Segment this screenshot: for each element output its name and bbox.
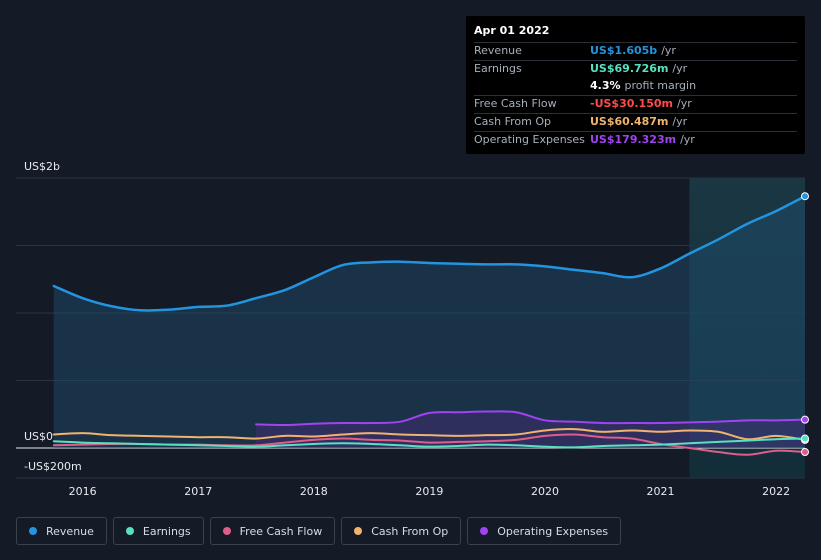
tooltip: Apr 01 2022 Revenue US$1.605b/yr Earnings U… <box>466 16 805 154</box>
legend-item-revenue[interactable]: Revenue <box>16 517 107 545</box>
x-tick-label: 2019 <box>415 485 443 498</box>
legend-item-earnings[interactable]: Earnings <box>112 517 204 545</box>
tooltip-row-value: -US$30.150m <box>590 97 673 110</box>
tooltip-row-value: US$179.323m <box>590 133 677 146</box>
tooltip-row-unit: /yr <box>672 62 688 75</box>
tooltip-row: 4.3% profit margin <box>474 78 797 95</box>
tooltip-row-label: Free Cash Flow <box>474 97 557 110</box>
tooltip-row-label: Revenue <box>474 44 522 57</box>
revenue-line <box>52 194 807 312</box>
legend-label: Revenue <box>46 524 94 538</box>
tooltip-row-label: Earnings <box>474 62 522 75</box>
operating-expenses-line <box>255 410 806 427</box>
legend-label: Earnings <box>142 524 191 538</box>
revenue-endpoint <box>801 192 809 201</box>
x-tick-label: 2022 <box>762 485 790 498</box>
tooltip-row-unit: /yr <box>676 97 692 110</box>
operating-expenses-area <box>256 411 806 448</box>
x-tick-label: 2020 <box>531 485 559 498</box>
forecast-highlight-band <box>689 178 805 478</box>
legend-dot-icon <box>354 527 363 535</box>
tooltip-row-unit: /yr <box>661 44 676 57</box>
tooltip-row-unit: profit margin <box>624 79 697 92</box>
tooltip-row-label <box>474 78 590 95</box>
legend-item-operating-expenses[interactable]: Operating Expenses <box>467 517 622 545</box>
legend-label: Free Cash Flow <box>239 524 323 538</box>
x-tick-label: 2018 <box>300 485 328 498</box>
tooltip-row: Earnings US$69.726m/yr <box>474 60 797 78</box>
x-tick-label: 2021 <box>647 485 675 498</box>
earnings-line <box>52 437 806 449</box>
revenue-area <box>53 196 805 448</box>
legend-label: Cash From Op <box>371 524 449 538</box>
tooltip-row: Revenue US$1.605b/yr <box>474 42 797 60</box>
legend-dot-icon <box>480 527 489 535</box>
tooltip-row: Cash From Op US$60.487m/yr <box>474 113 797 131</box>
legend: Revenue Earnings Free Cash Flow Cash From O… <box>16 517 622 545</box>
y-axis-label-bottom: -US$200m <box>24 460 82 473</box>
y-axis-label-top: US$2b <box>24 160 60 173</box>
tooltip-row-value: US$69.726m <box>590 62 669 75</box>
tooltip-row-unit: /yr <box>672 115 688 128</box>
operating-expenses-endpoint <box>801 415 809 424</box>
x-tick-label: 2017 <box>184 485 212 498</box>
tooltip-row-label: Operating Expenses <box>474 133 585 146</box>
free-cash-flow-endpoint <box>801 448 809 457</box>
tooltip-row-label: Cash From Op <box>474 115 552 128</box>
tooltip-row-value: 4.3% <box>590 79 621 92</box>
y-axis-label-zero: US$0 <box>24 430 53 443</box>
x-tick-label: 2016 <box>69 485 97 498</box>
tooltip-date: Apr 01 2022 <box>474 24 550 37</box>
earnings-endpoint <box>801 434 809 443</box>
tooltip-row: Free Cash Flow -US$30.150m/yr <box>474 95 797 113</box>
legend-dot-icon <box>222 527 231 535</box>
legend-dot-icon <box>125 527 134 535</box>
tooltip-row-value: US$60.487m <box>590 115 669 128</box>
tooltip-row-unit: /yr <box>680 133 695 146</box>
tooltip-row-value: US$1.605b <box>590 44 658 57</box>
legend-label: Operating Expenses <box>497 524 609 538</box>
legend-item-free-cash-flow[interactable]: Free Cash Flow <box>209 517 336 545</box>
legend-item-cash-from-op[interactable]: Cash From Op <box>341 517 462 545</box>
tooltip-row: Operating Expenses US$179.323m/yr <box>474 131 797 149</box>
legend-dot-icon <box>29 527 37 535</box>
cash-from-op-line <box>52 428 806 441</box>
